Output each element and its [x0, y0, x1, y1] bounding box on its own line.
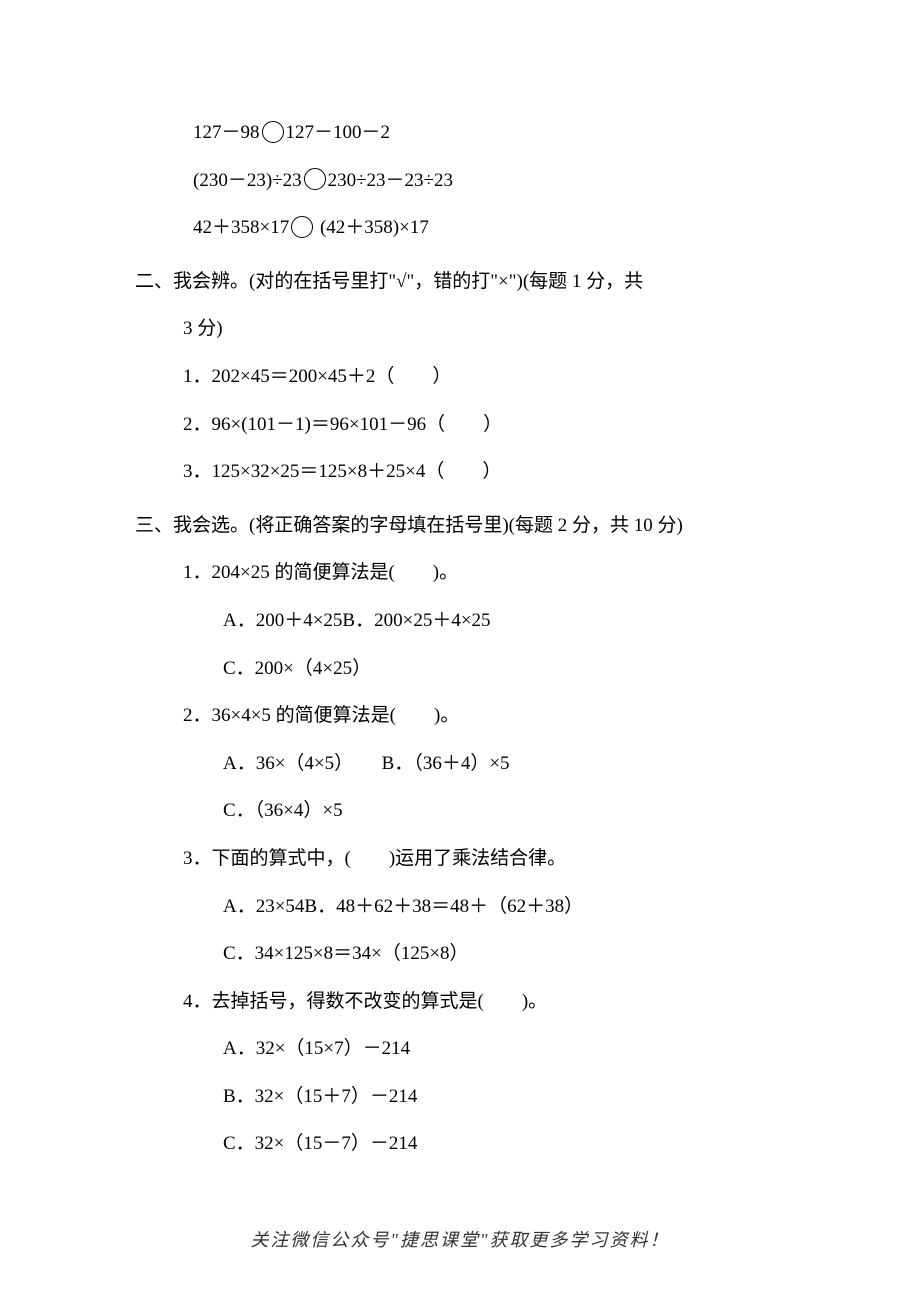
expr-3-right: (42＋358)×17	[315, 217, 429, 238]
section-3-q4: 4．去掉括号，得数不改变的算式是( )。	[135, 979, 785, 1025]
expr-1-right: 127－100－2	[286, 122, 391, 143]
section-3-q4-opt-b: B．32×（15＋7）－214	[135, 1074, 785, 1120]
circle-blank-1	[262, 121, 284, 143]
expr-2-left: (230－23)÷23	[193, 170, 302, 191]
section-3-q3-opt-ab: A．23×54B．48＋62＋38＝48＋（62＋38）	[135, 884, 785, 930]
section-2-q2: 2．96×(101－1)＝96×101－96（ ）	[135, 402, 785, 448]
section-3-q1: 1．204×25 的简便算法是( )。	[135, 550, 785, 596]
section-3-q1-opt-ab: A．200＋4×25B．200×25＋4×25	[135, 598, 785, 644]
section-2-q1: 1．202×45＝200×45＋2（ ）	[135, 354, 785, 400]
footer-text: 关注微信公众号"捷思课堂"获取更多学习资料！	[0, 1226, 920, 1252]
section-3-q4-opt-c: C．32×（15－7）－214	[135, 1121, 785, 1167]
section-3-q2-opt-ab: A．36×（4×5） B．（36＋4）×5	[135, 741, 785, 787]
section-3-q3: 3．下面的算式中，( )运用了乘法结合律。	[135, 836, 785, 882]
expr-line-1: 127－98 127－100－2	[135, 110, 785, 156]
section-2-header: 二、我会辨。(对的在括号里打"√"，错的打"×")(每题 1 分，共	[135, 259, 785, 305]
section-2-q3: 3．125×32×25＝125×8＋25×4（ ）	[135, 449, 785, 495]
expr-line-2: (230－23)÷23 230÷23－23÷23	[135, 158, 785, 204]
section-3-q3-opt-c: C．34×125×8＝34×（125×8）	[135, 931, 785, 977]
section-3-q2: 2．36×4×5 的简便算法是( )。	[135, 693, 785, 739]
circle-blank-2	[304, 168, 326, 190]
section-3-q1-opt-c: C．200×（4×25）	[135, 646, 785, 692]
section-3-header: 三、我会选。(将正确答案的字母填在括号里)(每题 2 分，共 10 分)	[135, 503, 785, 549]
circle-blank-3	[291, 216, 313, 238]
section-3-q4-opt-a: A．32×（15×7）－214	[135, 1026, 785, 1072]
expr-line-3: 42＋358×17 (42＋358)×17	[135, 205, 785, 251]
expr-1-left: 127－98	[193, 122, 260, 143]
section-3-q2-opt-c: C．（36×4）×5	[135, 788, 785, 834]
section-2-header-2: 3 分)	[135, 306, 785, 352]
expr-3-left: 42＋358×17	[193, 217, 289, 238]
expr-2-right: 230÷23－23÷23	[328, 170, 453, 191]
